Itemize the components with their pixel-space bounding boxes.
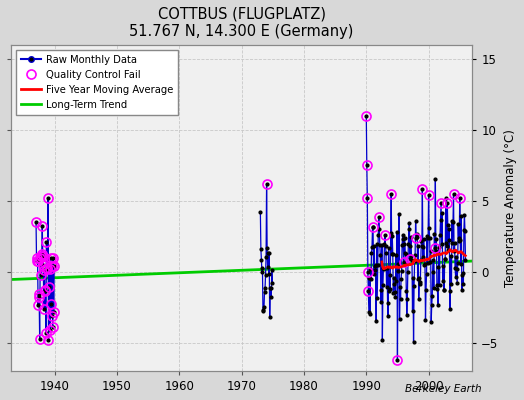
Title: COTTBUS (FLUGPLATZ)
51.767 N, 14.300 E (Germany): COTTBUS (FLUGPLATZ) 51.767 N, 14.300 E (… (129, 7, 354, 39)
Text: Berkeley Earth: Berkeley Earth (406, 384, 482, 394)
Y-axis label: Temperature Anomaly (°C): Temperature Anomaly (°C) (504, 129, 517, 287)
Legend: Raw Monthly Data, Quality Control Fail, Five Year Moving Average, Long-Term Tren: Raw Monthly Data, Quality Control Fail, … (16, 50, 179, 115)
